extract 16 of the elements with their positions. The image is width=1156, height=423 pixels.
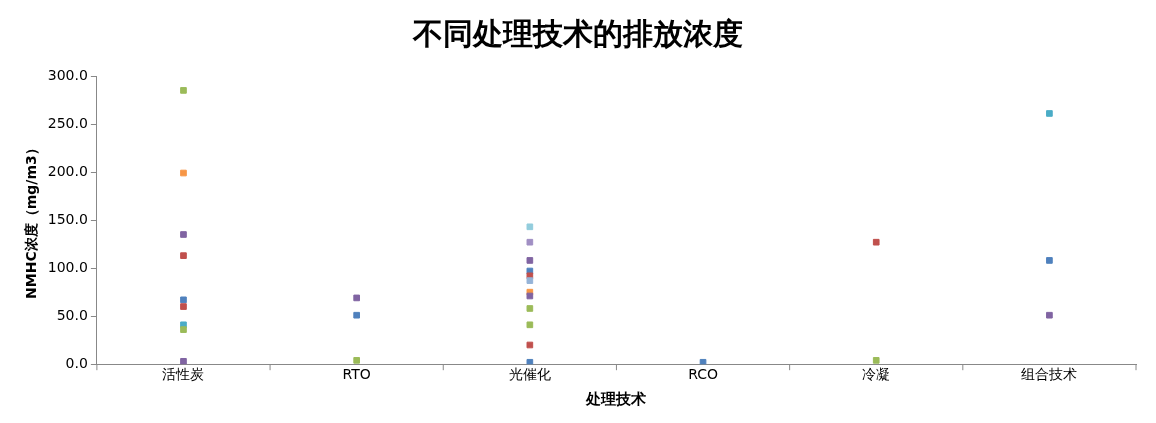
y-tick-label: 0.0 [65,354,88,371]
y-axis-title: NMHC浓度（mg/m3） [23,141,40,299]
x-tick-label: 组合技术 [1021,366,1078,383]
y-tick-label: 300.0 [47,66,88,83]
x-tick-label: 冷凝 [862,366,891,383]
x-tick-label: RCO [688,366,718,383]
y-tick-label: 200.0 [47,162,88,179]
x-axis-title: 处理技术 [585,389,647,408]
x-tick-label: 活性炭 [162,366,205,383]
x-tick-label: 光催化 [508,366,551,383]
chart-title: 不同处理技术的排放浓度 [412,15,743,51]
x-tick-label: RTO [342,366,371,383]
y-tick-label: 100.0 [47,258,88,275]
y-tick-label: 150.0 [47,210,88,227]
y-tick-label: 50.0 [56,306,88,323]
y-tick-label: 250.0 [47,114,88,131]
